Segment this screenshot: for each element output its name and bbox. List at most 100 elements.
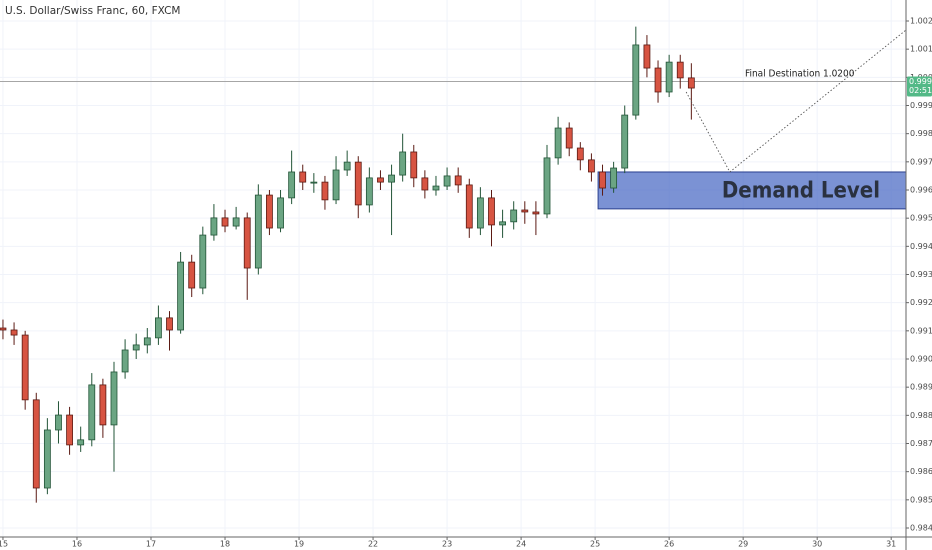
candle-body — [621, 114, 629, 169]
candle — [188, 254, 196, 298]
candle-body — [232, 217, 240, 227]
candle-body — [454, 175, 462, 186]
candle — [454, 167, 462, 193]
x-tick-label: 17 — [146, 540, 156, 549]
candle — [266, 190, 273, 236]
candle-body — [476, 197, 484, 229]
candle-body — [288, 171, 296, 199]
x-tick-label: 18 — [220, 540, 230, 549]
candle-body — [354, 161, 362, 206]
candle-body — [687, 77, 695, 89]
candle — [532, 201, 540, 236]
y-tick-label: 0.99400 — [910, 242, 932, 251]
candle-body — [299, 171, 307, 183]
y-tick-label: 0.99800 — [910, 129, 932, 138]
candle-body — [654, 67, 662, 93]
candle — [543, 144, 551, 219]
candle-body — [43, 429, 51, 489]
y-tick-label: 0.98500 — [910, 495, 932, 504]
candle — [99, 378, 107, 438]
candle — [676, 54, 684, 89]
candle — [632, 26, 640, 120]
candle — [488, 190, 495, 247]
candle — [43, 418, 51, 495]
candle — [177, 251, 185, 334]
y-tick-label: 0.99100 — [910, 326, 932, 335]
zone-label: Demand Level — [722, 178, 880, 203]
candle-body — [565, 127, 573, 149]
candle-body — [676, 61, 684, 79]
candle — [421, 170, 429, 199]
candle-body — [310, 181, 318, 184]
x-tick-label: 25 — [590, 540, 600, 549]
plot — [0, 26, 907, 503]
candle — [510, 201, 518, 230]
candle-body — [443, 175, 451, 187]
candle — [654, 60, 662, 103]
candle — [476, 187, 484, 236]
candle — [77, 426, 85, 452]
candle-body — [188, 261, 196, 289]
candle — [332, 156, 340, 205]
last-price-label: 0.99985 — [909, 77, 932, 86]
candle-body — [55, 414, 62, 431]
candle — [377, 170, 384, 190]
candle-body — [143, 337, 151, 346]
candle-body — [166, 317, 173, 331]
y-tick-label: 1.00100 — [910, 45, 932, 54]
candle-body — [588, 159, 595, 173]
candle — [588, 153, 595, 182]
candle-body — [488, 197, 495, 226]
candle-body — [321, 181, 329, 201]
y-tick-label: 0.99300 — [910, 270, 932, 279]
y-tick-label: 0.98700 — [910, 439, 932, 448]
candle-body — [421, 177, 429, 191]
candle-body — [576, 147, 584, 161]
candle — [143, 328, 151, 354]
candle — [288, 150, 296, 205]
candle — [499, 209, 506, 238]
candle — [388, 164, 395, 236]
candle-body — [88, 384, 96, 441]
candle — [66, 406, 73, 455]
candle — [277, 190, 284, 233]
annotation: Final Destination 1.0200 — [745, 69, 855, 80]
candle — [55, 401, 62, 444]
y-tick-label: 0.99600 — [910, 186, 932, 195]
x-tick-label: 24 — [516, 540, 526, 549]
y-tick-label: 1.00200 — [910, 17, 932, 26]
candle-body — [332, 169, 340, 201]
candle-body — [388, 174, 395, 183]
x-tick-label: 23 — [442, 540, 452, 549]
candle — [299, 164, 307, 190]
candle — [166, 311, 173, 351]
candle-body — [66, 414, 73, 446]
candle-body — [599, 171, 606, 189]
candle — [643, 35, 651, 78]
x-tick-label: 26 — [664, 540, 674, 549]
projection-line — [685, 29, 907, 173]
candle — [687, 63, 695, 120]
candle — [410, 144, 418, 188]
candle — [232, 206, 240, 230]
candle-body — [465, 184, 473, 229]
x-tick-label: 30 — [812, 540, 822, 549]
candle-body — [132, 344, 140, 351]
candle — [210, 204, 218, 241]
candle — [665, 54, 673, 98]
candle — [199, 226, 207, 295]
y-tick-label: 0.98600 — [910, 467, 932, 476]
candle — [576, 142, 584, 171]
candle-body — [254, 194, 262, 269]
candle — [0, 319, 7, 340]
candle — [110, 361, 118, 472]
countdown: 02:51 — [909, 86, 932, 95]
candle — [243, 212, 251, 300]
x-tick-label: 15 — [0, 540, 8, 549]
candle-body — [432, 185, 440, 191]
candle — [32, 392, 40, 503]
candle — [310, 173, 318, 193]
demand-zone — [597, 171, 907, 210]
candle-body — [532, 211, 540, 215]
candle — [365, 167, 373, 213]
